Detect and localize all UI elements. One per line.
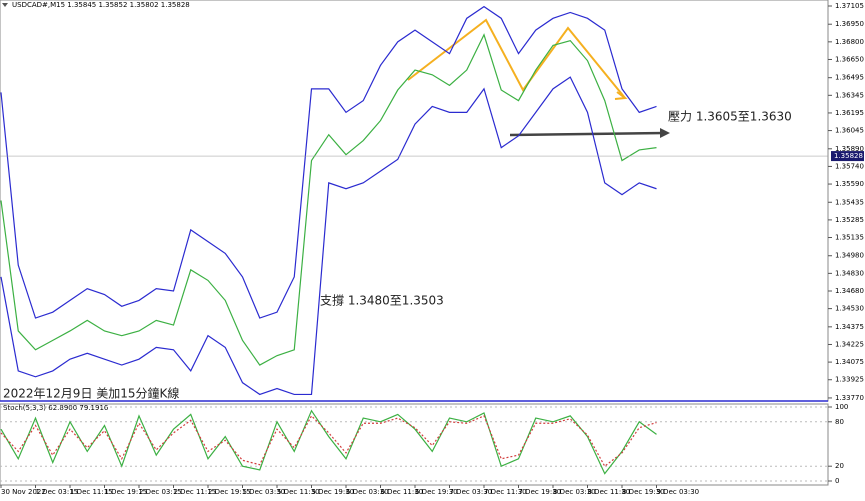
y-tick-label: 1.36195	[835, 109, 864, 117]
y-tick-label: 1.34830	[835, 269, 864, 277]
x-tick-label: 5 Dec 11:30	[277, 488, 320, 496]
resistance-arrow	[509, 131, 666, 137]
annotation: 支撐 1.3480至1.3503	[320, 294, 444, 308]
x-tick-label: 30 Nov 2022	[1, 488, 46, 496]
y-tick-label: 1.36950	[835, 20, 864, 28]
y-tick-label: 1.36650	[835, 55, 864, 63]
y-tick-label: 1.34680	[835, 287, 864, 295]
annotation: 壓力 1.3605至1.3630	[668, 110, 792, 124]
x-tick-label: 7 Dec 11:30	[484, 488, 527, 496]
y-tick-label: 1.34530	[835, 305, 864, 313]
drawn-trendlines	[407, 18, 628, 100]
x-tick-label: 7 Dec 19:30	[519, 488, 562, 496]
y-tick-label: 1.36800	[835, 38, 864, 46]
y-tick-label: 1.37105	[835, 2, 864, 10]
y-tick-label: 1.35135	[835, 234, 864, 242]
y-tick-label: 1.34980	[835, 252, 864, 260]
x-tick-label: 2 Dec 19:15	[208, 488, 251, 496]
x-tick-label: 1 Dec 11:15	[70, 488, 113, 496]
y-tick-label: 1.35285	[835, 216, 864, 224]
price-label: 1.35828	[834, 152, 863, 160]
x-tick-label: 2 Dec 11:15	[174, 488, 217, 496]
y-tick-label: 1.35590	[835, 180, 864, 188]
main-plot	[0, 0, 829, 402]
y-tick-label: 1.35740	[835, 162, 864, 170]
arrow-head	[660, 128, 670, 138]
x-tick-label: 1 Dec 03:15	[36, 488, 79, 496]
y-tick-label: 1.34225	[835, 340, 864, 348]
x-tick-label: 1 Dec 19:15	[105, 488, 148, 496]
trendline	[407, 18, 626, 99]
y-tick-label: 1.33925	[835, 376, 864, 384]
price-box	[831, 151, 864, 162]
y-tick-label: 1.36345	[835, 91, 864, 99]
x-tick-label: 6 Dec 19:30	[415, 488, 458, 496]
stoch-title: Stoch(5,3,3) 62.8900 79.1916	[3, 404, 109, 412]
x-tick-label: 8 Dec 11:30	[588, 488, 631, 496]
menu-arrow	[2, 3, 8, 7]
x-tick-label: 8 Dec 19:30	[622, 488, 665, 496]
x-tick-label: 5 Dec 19:30	[312, 488, 355, 496]
stoch-plot	[0, 403, 829, 486]
y-tick-label: 0	[835, 477, 839, 485]
x-tick-label: 2 Dec 03:15	[139, 488, 182, 496]
y-tick-label: 20	[835, 462, 844, 470]
y-tick-label: 1.36045	[835, 127, 864, 135]
x-tick-label: 8 Dec 03:30	[553, 488, 596, 496]
y-tick-label: 100	[835, 403, 848, 411]
y-tick-label: 1.35890	[835, 145, 864, 153]
y-tick-label: 1.34375	[835, 323, 864, 331]
x-tick-label: 6 Dec 03:30	[346, 488, 389, 496]
series-line	[0, 76, 657, 396]
arrow-head	[614, 91, 628, 100]
x-tick-label: 7 Dec 03:30	[450, 488, 493, 496]
y-tick-label: 1.33770	[835, 394, 864, 402]
series-line	[0, 33, 657, 366]
header: USDCAD#,M15 1.35845 1.35852 1.35802 1.35…	[12, 1, 190, 9]
y-tick-label: 1.36495	[835, 74, 864, 82]
y-tick-label: 1.34075	[835, 358, 864, 366]
annotation: 2022年12月9日 美加15分鐘K線	[3, 386, 179, 401]
x-tick-label: 6 Dec 11:30	[381, 488, 424, 496]
y-tick-label: 1.35435	[835, 198, 864, 206]
x-tick-label: 5 Dec 03:30	[243, 488, 286, 496]
x-tick-label: 9 Dec 03:30	[657, 488, 700, 496]
series-line	[0, 5, 657, 319]
y-tick-label: 80	[835, 418, 844, 426]
